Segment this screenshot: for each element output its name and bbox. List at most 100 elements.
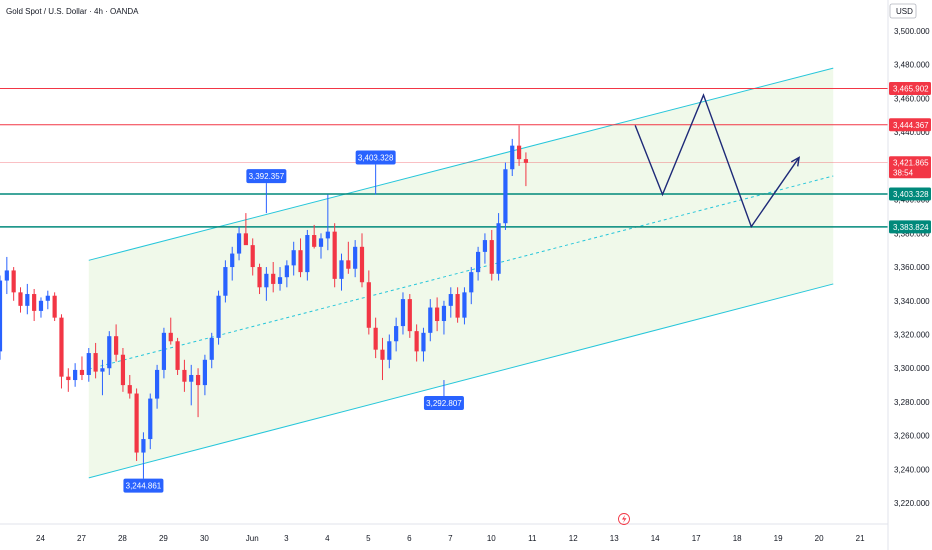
candle-body [346,260,351,269]
candle[interactable] [407,294,412,338]
candle[interactable] [25,283,30,315]
currency-button[interactable]: USD [889,3,917,19]
price-axis[interactable]: 3,220.000 3,240.000 3,260.000 3,280.000 3,30… [894,27,930,508]
candle[interactable] [312,224,317,249]
candle[interactable] [182,359,187,392]
candle[interactable] [448,287,453,318]
candle[interactable] [38,297,44,318]
candle[interactable] [421,327,426,362]
annotation-label: 3,392.357 [249,172,285,181]
candle[interactable] [523,152,529,187]
candle[interactable] [114,324,119,362]
candle[interactable] [298,238,303,278]
candle[interactable] [127,374,132,399]
lightning-icon[interactable] [618,513,630,525]
candle[interactable] [120,348,126,392]
candle[interactable] [455,287,460,323]
x-tick-label: 29 [159,534,168,543]
candle[interactable] [469,267,474,305]
candle[interactable] [250,238,255,276]
candle[interactable] [387,334,392,369]
candle[interactable] [86,348,91,382]
candle[interactable] [0,275,3,360]
candle[interactable] [503,162,508,230]
candle[interactable] [52,292,57,322]
channel-middle-line[interactable] [88,175,834,370]
parallel-channel[interactable] [88,67,834,479]
candles[interactable] [0,125,529,463]
candle[interactable] [414,324,419,362]
y-tick-label: 3,260.000 [894,432,930,441]
candle[interactable] [400,292,406,335]
candle[interactable] [93,342,98,379]
candle[interactable] [496,213,501,281]
candle[interactable] [428,299,433,342]
candle-body [435,307,440,322]
candle[interactable] [264,267,269,301]
candle[interactable] [230,246,235,281]
candle[interactable] [66,368,71,392]
candle[interactable] [18,287,23,313]
time-axis[interactable]: 24 27 28 29 30 Jun 3 4 5 6 7 10 11 12 13 14 17 18 19 20 21 [36,534,865,543]
candle[interactable] [79,356,85,381]
candle[interactable] [223,260,228,303]
forecast-path[interactable] [634,93,801,229]
channel-lower-line[interactable] [88,283,834,479]
candle[interactable] [141,432,146,463]
candle[interactable] [339,253,344,291]
candle[interactable] [476,246,481,281]
candle[interactable] [107,331,112,375]
candle[interactable] [216,290,221,345]
candle[interactable] [489,229,494,281]
candle[interactable] [73,363,78,387]
candle[interactable] [277,267,283,291]
candle[interactable] [366,270,371,335]
candle[interactable] [148,393,153,450]
candle[interactable] [243,213,248,246]
candle-body [59,317,64,377]
candle[interactable] [175,337,180,375]
candle[interactable] [346,241,351,274]
candle[interactable] [195,368,201,418]
candle-body [407,299,412,332]
candle-body [400,299,406,327]
candle[interactable] [209,332,214,369]
candle[interactable] [441,300,447,335]
candle[interactable] [32,288,37,322]
candle[interactable] [202,354,207,396]
candle[interactable] [462,287,467,325]
annotation-label: 3,403.328 [358,154,394,163]
candle[interactable] [373,317,378,359]
candle[interactable] [359,233,365,288]
candle[interactable] [394,317,399,352]
candle-body [38,300,44,311]
forecast-line[interactable] [634,93,800,229]
candle[interactable] [318,233,324,259]
candle[interactable] [516,125,522,166]
candle[interactable] [45,290,50,310]
candle[interactable] [435,297,440,332]
candle[interactable] [100,359,105,396]
candle[interactable] [271,262,276,293]
candle[interactable] [482,233,488,264]
candle[interactable] [353,240,358,278]
candle[interactable] [236,226,242,261]
candle[interactable] [380,337,385,381]
candle[interactable] [154,364,160,409]
candle[interactable] [332,223,337,288]
candle[interactable] [11,267,16,301]
candle[interactable] [291,241,296,276]
candle[interactable] [134,388,139,461]
candle[interactable] [257,263,262,295]
candle[interactable] [284,260,289,288]
candle[interactable] [4,256,9,295]
channel-upper-line[interactable] [88,67,834,261]
candle[interactable] [189,364,194,406]
candle[interactable] [510,138,515,176]
candle[interactable] [59,314,64,389]
candle[interactable] [325,194,330,251]
candle[interactable] [168,317,173,345]
candle[interactable] [305,229,310,281]
candle[interactable] [161,327,167,379]
